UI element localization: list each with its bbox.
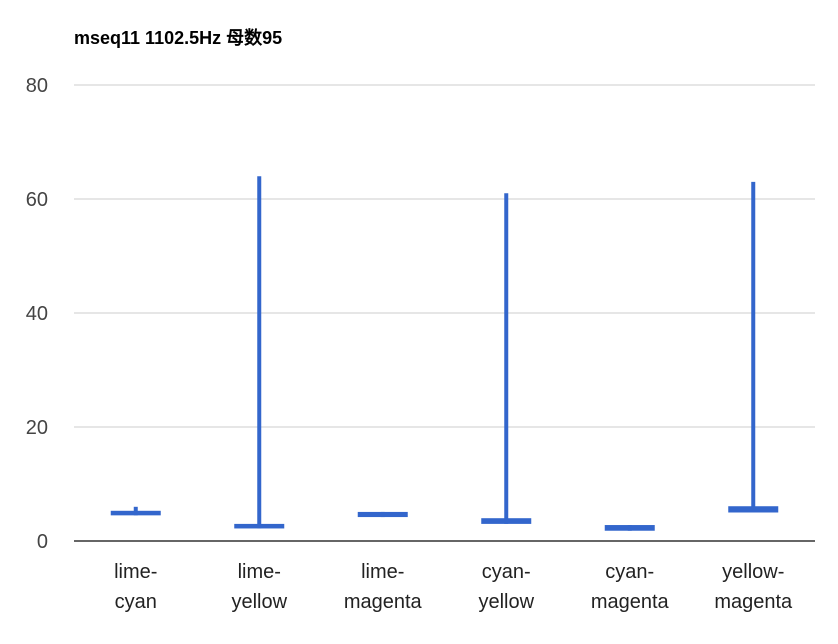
x-category-label: yellow-magenta	[714, 561, 793, 613]
y-tick-label: 60	[26, 189, 48, 211]
x-category-label-line: cyan-	[482, 561, 531, 583]
x-category-label-line: yellow	[231, 591, 287, 613]
x-category-label: lime-magenta	[344, 561, 423, 613]
candle-body	[604, 525, 655, 531]
x-category-label-line: yellow	[478, 591, 534, 613]
x-category-label-line: yellow-	[722, 561, 784, 583]
candle-body	[234, 523, 285, 529]
x-category-label: cyan-yellow	[478, 561, 534, 613]
candle-body	[728, 506, 779, 513]
x-category-label-line: lime-	[361, 561, 404, 583]
x-category-label: cyan-magenta	[591, 561, 670, 613]
chart-title: mseq11 1102.5Hz 母数95	[74, 28, 283, 48]
x-category-label-line: magenta	[714, 591, 793, 613]
y-tick-label: 80	[26, 75, 48, 97]
x-category-label-line: cyan	[115, 591, 157, 613]
x-category-label-line: cyan-	[605, 561, 654, 583]
x-category-label: lime-cyan	[114, 561, 157, 613]
y-tick-label: 0	[37, 531, 48, 553]
y-axis-ticks: 0 20 40 60 80	[26, 75, 48, 553]
x-category-label: lime-yellow	[231, 561, 287, 613]
candle-body	[357, 511, 408, 518]
y-tick-label: 20	[26, 417, 48, 439]
candlestick-marks	[110, 176, 779, 531]
x-category-label-line: magenta	[344, 591, 423, 613]
x-axis-categories: lime-cyanlime-yellowlime-magentacyan-yel…	[114, 561, 793, 613]
x-category-label-line: magenta	[591, 591, 670, 613]
x-category-label-line: lime-	[114, 561, 157, 583]
x-category-label-line: lime-	[238, 561, 281, 583]
candle-body	[481, 518, 532, 524]
gridlines	[74, 84, 815, 542]
candle-body	[110, 510, 161, 516]
y-tick-label: 40	[26, 303, 48, 325]
